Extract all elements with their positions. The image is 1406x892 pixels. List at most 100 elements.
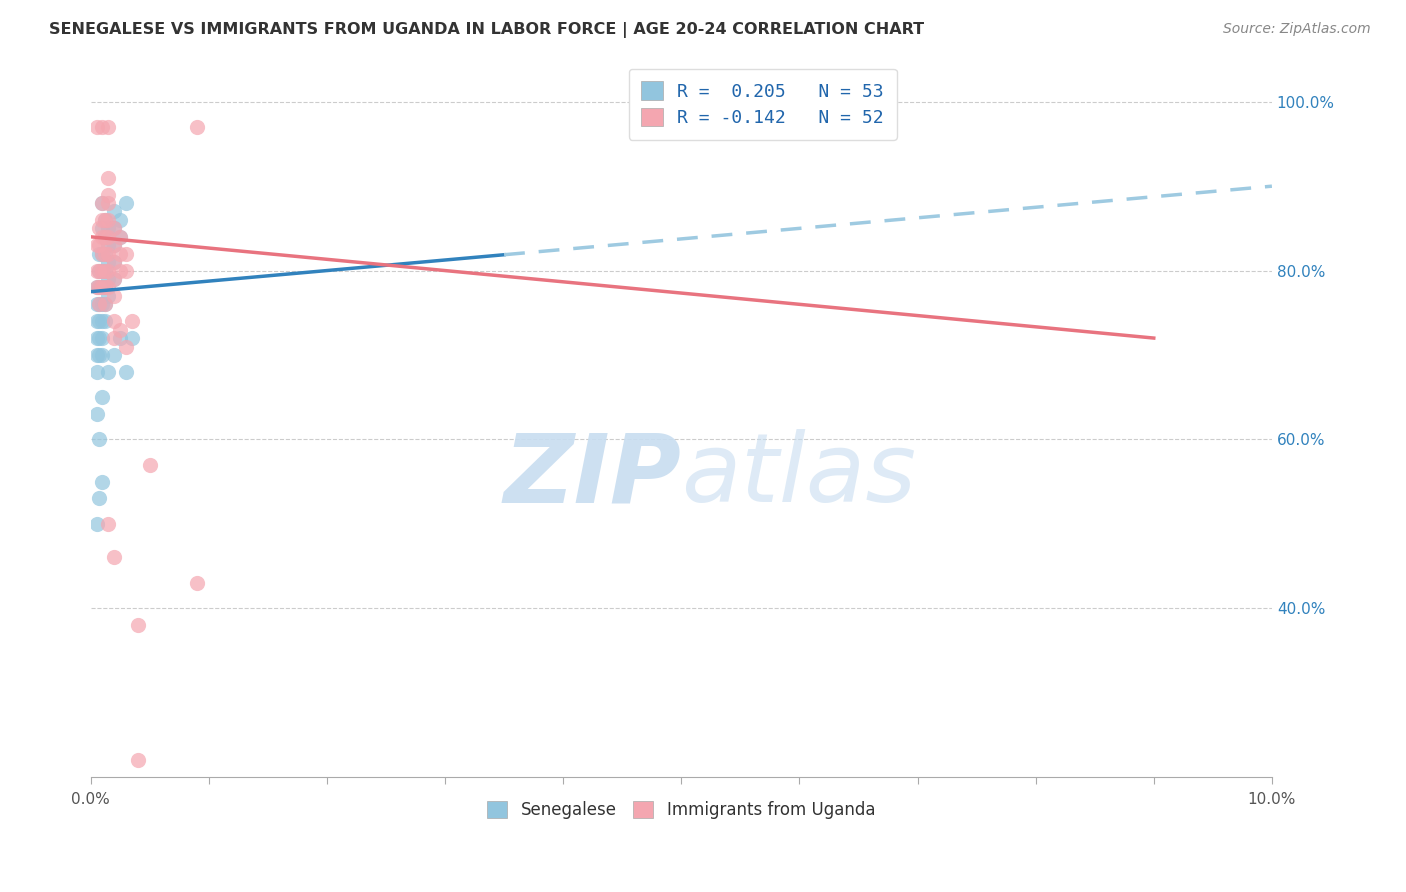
Point bbox=[97, 120, 120, 134]
Point bbox=[91, 213, 114, 227]
Point bbox=[87, 238, 110, 252]
Point bbox=[91, 196, 114, 211]
Point bbox=[103, 348, 125, 362]
Point bbox=[87, 491, 110, 506]
Point bbox=[91, 475, 114, 489]
Point bbox=[87, 246, 110, 260]
Text: atlas: atlas bbox=[682, 429, 917, 522]
Point bbox=[87, 297, 110, 311]
Point bbox=[91, 297, 114, 311]
Point bbox=[91, 280, 114, 294]
Point bbox=[97, 516, 120, 531]
Point bbox=[86, 263, 108, 277]
Point bbox=[86, 331, 108, 345]
Point bbox=[86, 348, 108, 362]
Point bbox=[94, 280, 117, 294]
Point bbox=[108, 323, 131, 337]
Point bbox=[97, 365, 120, 379]
Point bbox=[86, 516, 108, 531]
Point bbox=[103, 314, 125, 328]
Point bbox=[87, 263, 110, 277]
Point bbox=[108, 213, 131, 227]
Point bbox=[97, 229, 120, 244]
Point bbox=[94, 263, 117, 277]
Text: Source: ZipAtlas.com: Source: ZipAtlas.com bbox=[1223, 22, 1371, 37]
Point bbox=[127, 618, 149, 632]
Point bbox=[108, 263, 131, 277]
Point bbox=[108, 229, 131, 244]
Point bbox=[86, 280, 108, 294]
Point bbox=[87, 331, 110, 345]
Point bbox=[103, 221, 125, 235]
Point bbox=[91, 314, 114, 328]
Point bbox=[97, 221, 120, 235]
Point bbox=[108, 246, 131, 260]
Point bbox=[87, 280, 110, 294]
Point bbox=[94, 229, 117, 244]
Point bbox=[94, 213, 117, 227]
Point bbox=[94, 280, 117, 294]
Point bbox=[87, 263, 110, 277]
Legend: Senegalese, Immigrants from Uganda: Senegalese, Immigrants from Uganda bbox=[481, 795, 882, 826]
Point bbox=[108, 331, 131, 345]
Point bbox=[138, 458, 160, 472]
Point bbox=[87, 433, 110, 447]
Point bbox=[87, 280, 110, 294]
Point bbox=[86, 365, 108, 379]
Point bbox=[91, 196, 114, 211]
Point bbox=[91, 263, 114, 277]
Point bbox=[97, 213, 120, 227]
Point bbox=[97, 238, 120, 252]
Point bbox=[91, 246, 114, 260]
Point bbox=[115, 246, 138, 260]
Point bbox=[97, 255, 120, 269]
Point bbox=[91, 263, 114, 277]
Point bbox=[91, 348, 114, 362]
Point bbox=[115, 339, 138, 353]
Point bbox=[103, 550, 125, 565]
Point bbox=[103, 289, 125, 303]
Point bbox=[91, 221, 114, 235]
Point bbox=[97, 246, 120, 260]
Point bbox=[91, 280, 114, 294]
Point bbox=[108, 229, 131, 244]
Point bbox=[94, 213, 117, 227]
Point bbox=[86, 280, 108, 294]
Point bbox=[103, 221, 125, 235]
Text: ZIP: ZIP bbox=[503, 429, 682, 522]
Point bbox=[127, 753, 149, 767]
Point bbox=[86, 120, 108, 134]
Point bbox=[87, 348, 110, 362]
Point bbox=[103, 238, 125, 252]
Point bbox=[86, 314, 108, 328]
Point bbox=[87, 221, 110, 235]
Point bbox=[97, 280, 120, 294]
Point bbox=[94, 229, 117, 244]
Point bbox=[186, 575, 208, 590]
Point bbox=[103, 238, 125, 252]
Point bbox=[186, 120, 208, 134]
Point bbox=[121, 314, 143, 328]
Point bbox=[86, 238, 108, 252]
Point bbox=[103, 272, 125, 286]
Point bbox=[103, 272, 125, 286]
Point bbox=[87, 297, 110, 311]
Point bbox=[91, 120, 114, 134]
Point bbox=[115, 196, 138, 211]
Point bbox=[86, 407, 108, 421]
Point bbox=[86, 297, 108, 311]
Point bbox=[97, 196, 120, 211]
Point bbox=[103, 255, 125, 269]
Point bbox=[97, 263, 120, 277]
Point bbox=[103, 255, 125, 269]
Point bbox=[94, 246, 117, 260]
Point bbox=[121, 331, 143, 345]
Point bbox=[91, 390, 114, 404]
Point bbox=[87, 314, 110, 328]
Point bbox=[91, 331, 114, 345]
Point bbox=[94, 297, 117, 311]
Point bbox=[103, 204, 125, 219]
Point bbox=[94, 263, 117, 277]
Point bbox=[97, 289, 120, 303]
Point bbox=[97, 187, 120, 202]
